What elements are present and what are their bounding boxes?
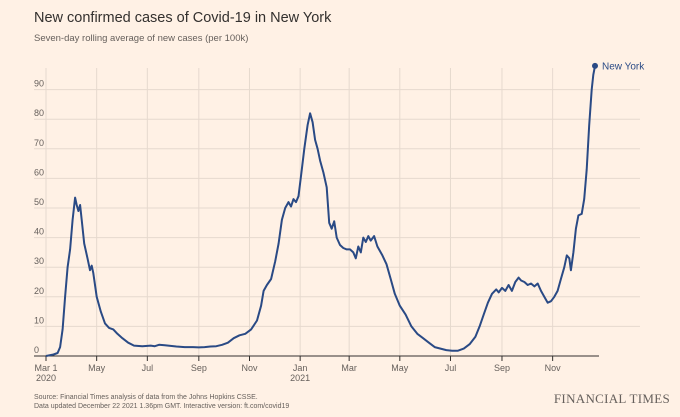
- series-label: New York: [602, 61, 645, 72]
- y-tick-label: 80: [34, 108, 44, 118]
- source-note: Source: Financial Times analysis of data…: [34, 393, 289, 411]
- x-tick-label: Nov: [241, 363, 258, 373]
- data-updated-line: Data updated December 22 2021 1.36pm GMT…: [34, 403, 290, 410]
- series-line-new-york: [45, 65, 596, 357]
- chart-subtitle: Seven-day rolling average of new cases (…: [34, 33, 249, 44]
- y-tick-label: 0: [34, 345, 39, 355]
- source-line: Source: Financial Times analysis of data…: [34, 394, 258, 401]
- series-end-point: [592, 62, 598, 69]
- x-tick-label: Sep: [494, 363, 510, 373]
- y-tick-label: 70: [34, 138, 44, 148]
- y-tick-label: 90: [34, 79, 44, 89]
- y-tick-label: 40: [34, 227, 44, 237]
- x-tick-label: Jan: [293, 363, 308, 373]
- x-tick-label: Jul: [142, 363, 154, 373]
- y-tick-label: 30: [34, 256, 44, 266]
- y-tick-label: 50: [34, 197, 44, 207]
- ft-logo: FINANCIAL TIMES: [553, 391, 670, 406]
- x-tick-label: Nov: [545, 363, 562, 373]
- y-tick-label: 20: [34, 286, 44, 296]
- x-tick-label: Jul: [445, 363, 457, 373]
- x-tick-year-label: 2021: [290, 373, 310, 383]
- chart-title: New confirmed cases of Covid-19 in New Y…: [34, 10, 332, 26]
- x-tick-label: May: [391, 363, 409, 373]
- x-tick-year-label: 2020: [36, 373, 56, 383]
- series-layer: New York: [45, 61, 645, 357]
- x-tick-label: May: [88, 363, 106, 373]
- x-tick-label: Mar: [341, 363, 357, 373]
- gridlines: [34, 68, 640, 356]
- x-tick-label: Mar 1: [34, 363, 57, 373]
- y-tick-label: 10: [34, 315, 44, 325]
- y-tick-label: 60: [34, 167, 44, 177]
- x-tick-label: Sep: [191, 363, 207, 373]
